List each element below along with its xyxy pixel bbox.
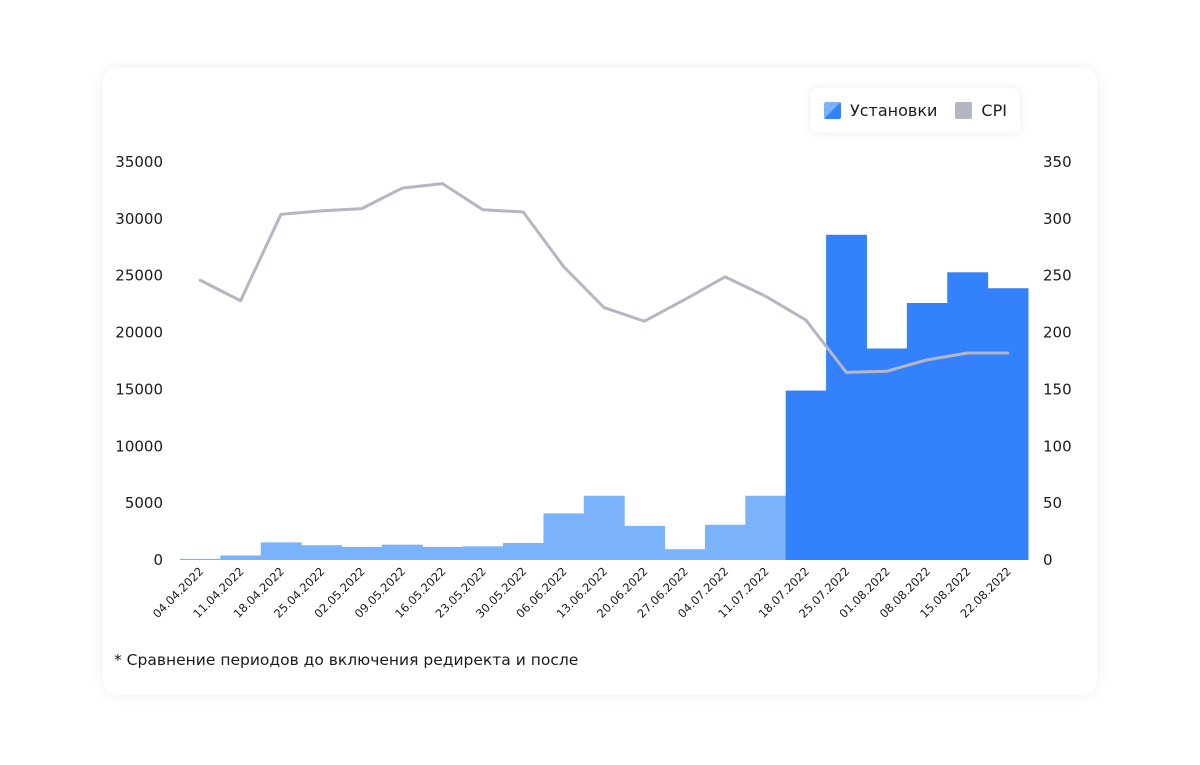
y-tick-label: 30000: [115, 210, 163, 228]
legend-item-cpi[interactable]: CPI: [955, 101, 1007, 120]
x-axis-ticks: 04.04.202211.04.202218.04.202225.04.2022…: [150, 564, 1014, 620]
y-tick-label: 10000: [115, 437, 163, 455]
y2-tick-label: 100: [1043, 437, 1072, 455]
installs-bar[interactable]: [381, 544, 423, 560]
y2-tick-label: 150: [1043, 380, 1072, 398]
installs-bar[interactable]: [583, 495, 625, 560]
installs-bar[interactable]: [906, 303, 948, 560]
installs-bar[interactable]: [503, 542, 544, 560]
installs-swatch: [824, 102, 841, 119]
installs-bar[interactable]: [624, 525, 666, 560]
y-tick-label: 35000: [115, 153, 163, 171]
installs-bar[interactable]: [987, 288, 1029, 560]
installs-bar[interactable]: [180, 558, 221, 560]
installs-bar[interactable]: [220, 555, 262, 560]
y2-tick-label: 50: [1043, 494, 1062, 512]
y2-tick-label: 0: [1043, 551, 1053, 569]
footnote: * Сравнение периодов до включения редире…: [114, 651, 579, 669]
y2-tick-label: 200: [1043, 324, 1072, 342]
installs-bar[interactable]: [341, 546, 383, 560]
y-tick-label: 20000: [115, 324, 163, 342]
y2-tick-label: 350: [1043, 153, 1072, 171]
installs-bar[interactable]: [785, 390, 827, 560]
installs-bar[interactable]: [947, 272, 989, 560]
y2-tick-label: 250: [1043, 267, 1072, 285]
installs-bar[interactable]: [543, 513, 585, 560]
installs-bar[interactable]: [422, 546, 464, 560]
right-axis-ticks: 0 50 100 150 200 250 300 350: [1043, 153, 1072, 569]
installs-bar[interactable]: [462, 546, 504, 560]
cpi-swatch: [955, 102, 973, 119]
cpi-line: [198, 182, 1010, 374]
y-tick-label: 5000: [125, 494, 163, 512]
legend-installs-label: Установки: [850, 101, 938, 120]
y2-tick-label: 300: [1043, 210, 1072, 228]
installs-bar[interactable]: [664, 549, 706, 560]
installs-bar[interactable]: [704, 524, 746, 560]
chart-legend: Установки CPI: [810, 88, 1020, 133]
y-tick-label: 0: [153, 551, 163, 569]
installs-bar[interactable]: [260, 542, 302, 560]
y-tick-label: 25000: [115, 267, 163, 285]
installs-bar[interactable]: [826, 234, 867, 560]
y-tick-label: 15000: [115, 380, 163, 398]
legend-cpi-label: CPI: [981, 101, 1007, 120]
bars-group: [180, 234, 1029, 560]
installs-bar[interactable]: [866, 348, 908, 560]
left-axis-ticks: 0 5000 10000 15000 20000 25000 30000 35000: [115, 153, 163, 569]
installs-bar[interactable]: [301, 545, 343, 560]
legend-item-installs[interactable]: Установки: [824, 101, 937, 120]
installs-bar[interactable]: [745, 495, 787, 560]
